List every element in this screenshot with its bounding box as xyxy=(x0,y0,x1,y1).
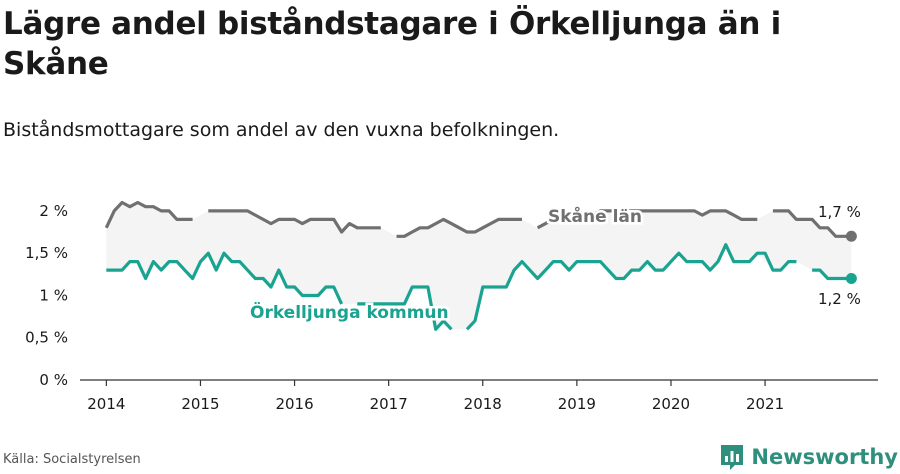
series-lines xyxy=(104,200,857,331)
newsworthy-logo-icon xyxy=(721,445,744,470)
x-tick-label: 2017 xyxy=(370,395,408,413)
series-label-orkelljunga: Örkelljunga kommun xyxy=(250,301,449,323)
x-tick-label: 2016 xyxy=(275,395,313,413)
x-tick-label: 2019 xyxy=(558,395,596,413)
y-tick-label: 2 % xyxy=(39,202,68,220)
x-tick-label: 2018 xyxy=(464,395,502,413)
series-labels: Skåne län Örkelljunga kommun 1,7 % 1,2 % xyxy=(248,203,861,326)
end-label-orkelljunga: 1,2 % xyxy=(818,290,861,308)
x-tick-label: 2014 xyxy=(87,395,125,413)
end-point-orkelljunga xyxy=(845,273,857,285)
brand-logo: Newsworthy xyxy=(719,440,898,474)
series-line-skane xyxy=(104,200,852,238)
x-axis: 2014 2015 2016 2017 2018 2019 2020 2021 xyxy=(80,379,878,413)
x-tick-label: 2015 xyxy=(181,395,219,413)
chart-subtitle: Biståndsmottagare som andel av den vuxna… xyxy=(3,119,560,141)
y-tick-label: 1 % xyxy=(39,286,68,304)
brand-name: Newsworthy xyxy=(751,445,898,469)
series-line-orkelljunga xyxy=(106,243,852,331)
chart-title: Lägre andel biståndstagare i Örkelljunga… xyxy=(3,6,781,82)
range-band-area xyxy=(106,202,852,330)
x-tick-label: 2021 xyxy=(746,395,784,413)
source-note: Källa: Socialstyrelsen xyxy=(3,452,141,467)
line-chart: 0 % 0,5 % 1 % 1,5 % 2 % 2014 2015 2016 2017 2018… xyxy=(25,200,878,413)
y-tick-label: 0 % xyxy=(39,371,68,389)
y-tick-label: 1,5 % xyxy=(25,244,68,262)
x-tick-label: 2020 xyxy=(652,395,690,413)
series-label-skane: Skåne län xyxy=(548,205,642,227)
end-point-skane xyxy=(845,230,857,242)
end-label-skane: 1,7 % xyxy=(818,203,861,221)
y-axis: 0 % 0,5 % 1 % 1,5 % 2 % xyxy=(25,202,68,389)
range-band xyxy=(106,202,852,330)
y-tick-label: 0,5 % xyxy=(25,329,68,347)
